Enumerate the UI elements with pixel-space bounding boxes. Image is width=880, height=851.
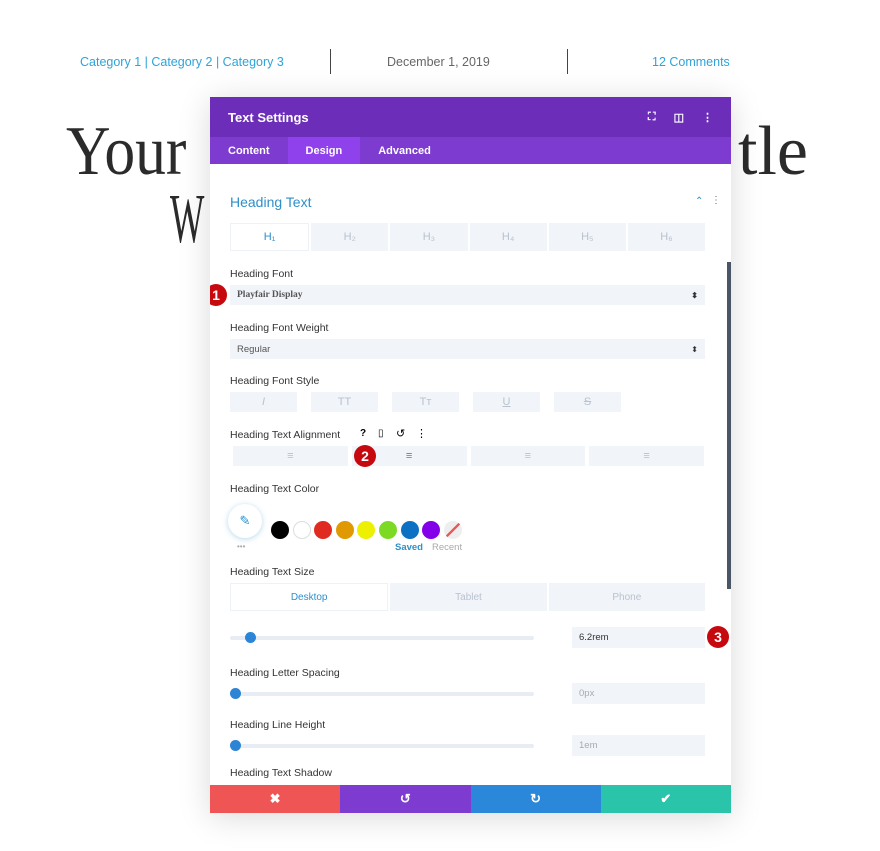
heading-level-h6[interactable]: H₆ [627,223,706,251]
line-height-slider[interactable] [230,740,534,751]
post-title-fragment: W [170,181,205,258]
heading-font-value: Playfair Display [237,290,303,300]
post-title-fragment: Your [66,113,187,190]
post-comments[interactable]: 12 Comments [652,55,730,69]
saved-colors-tab[interactable]: Saved [395,542,423,553]
device-tab-desktop[interactable]: Desktop [230,583,389,611]
letter-spacing-slider[interactable] [230,688,534,699]
color-swatch[interactable] [357,521,376,539]
reset-icon[interactable]: ↺ [396,428,406,440]
font-weight-select[interactable]: Regular ⬍ [230,339,705,359]
letter-spacing-label: Heading Letter Spacing [230,667,340,679]
strikethrough-button[interactable]: S [554,392,621,412]
divider [330,49,331,74]
step-badge-3: 3 [707,626,729,648]
help-icon[interactable]: ? [360,428,367,439]
undo-button[interactable]: ↺ [340,785,471,813]
heading-level-h5[interactable]: H₅ [548,223,626,251]
tab-content[interactable]: Content [228,144,270,157]
scrollbar[interactable] [727,262,731,589]
heading-level-h1[interactable]: H₁ [230,223,310,251]
text-size-input[interactable]: 6.2rem [572,627,705,648]
text-size-label: Heading Text Size [230,566,315,578]
tab-advanced[interactable]: Advanced [378,144,431,157]
align-right-button[interactable]: ≡ [470,446,586,466]
heading-level-h3[interactable]: H₃ [390,223,468,251]
align-justify-button[interactable]: ≡ [589,446,704,466]
responsive-icon[interactable]: ▯ [378,428,384,439]
device-tab-tablet[interactable]: Tablet [390,583,547,611]
color-swatch[interactable] [422,521,441,539]
color-swatch[interactable] [271,521,289,539]
more-icon[interactable]: ⋮ [702,111,713,124]
font-weight-value: Regular [237,343,271,355]
underline-button[interactable]: U [473,392,540,412]
recent-colors-tab[interactable]: Recent [432,542,463,553]
letter-spacing-input[interactable]: 0px [572,683,705,704]
text-settings-modal: Text Settings ⛶ ◫ ⋮ Content Design Advan… [210,97,731,813]
post-date: December 1, 2019 [387,55,490,69]
modal-title: Text Settings [228,109,309,125]
capitalize-button[interactable]: Tт [392,392,459,412]
color-swatch[interactable] [379,521,397,539]
collapse-icon[interactable]: ⌃ [695,196,704,207]
font-style-label: Heading Font Style [230,375,320,387]
color-swatch[interactable] [400,521,419,539]
cancel-button[interactable]: ✖ [210,785,341,813]
line-height-input[interactable]: 1em [572,735,705,756]
heading-font-select[interactable]: Playfair Display ⬍ [230,285,705,305]
heading-font-label: Heading Font [230,268,294,280]
uppercase-button[interactable]: TT [311,392,378,412]
eyedropper-icon[interactable]: ✎ [228,504,262,538]
select-arrows-icon: ⬍ [691,290,698,300]
select-arrows-icon: ⬍ [691,344,698,354]
text-shadow-label: Heading Text Shadow [230,767,332,779]
modal-header[interactable]: Text Settings ⛶ ◫ ⋮ [210,97,731,137]
post-categories[interactable]: Category 1 | Category 2 | Category 3 [80,55,284,69]
more-icon[interactable]: ⋮ [711,195,721,206]
fullscreen-icon[interactable]: ⛶ [647,110,656,123]
more-icon[interactable]: ⋮ [416,428,427,440]
split-view-icon[interactable]: ◫ [673,111,684,124]
line-height-label: Heading Line Height [230,719,326,731]
text-size-slider[interactable] [230,632,534,643]
more-colors-button[interactable]: ••• [237,542,246,551]
post-title-fragment: tle [738,113,808,190]
device-tab-phone[interactable]: Phone [548,583,705,611]
font-weight-label: Heading Font Weight [230,322,329,334]
divider [567,49,568,74]
slider-handle[interactable] [230,740,241,751]
italic-button[interactable]: I [230,392,297,412]
tab-design[interactable]: Design [287,137,361,164]
section-title[interactable]: Heading Text [230,194,312,210]
redo-button[interactable]: ↻ [470,785,601,813]
align-center-button[interactable]: ≡ [351,446,467,466]
transparent-swatch[interactable] [444,521,462,539]
step-badge-2: 2 [354,445,376,467]
color-swatch[interactable] [314,521,333,539]
align-left-button[interactable]: ≡ [233,446,348,466]
save-button[interactable]: ✔ [600,785,731,813]
color-swatch[interactable] [292,521,311,539]
heading-level-h2[interactable]: H₂ [311,223,389,251]
slider-handle[interactable] [244,632,256,643]
alignment-label: Heading Text Alignment [230,429,341,441]
step-badge-1: 1 [210,284,227,306]
slider-handle[interactable] [230,688,241,699]
text-color-label: Heading Text Color [230,483,320,495]
heading-level-h4[interactable]: H₄ [469,223,547,251]
color-swatch[interactable] [335,521,354,539]
